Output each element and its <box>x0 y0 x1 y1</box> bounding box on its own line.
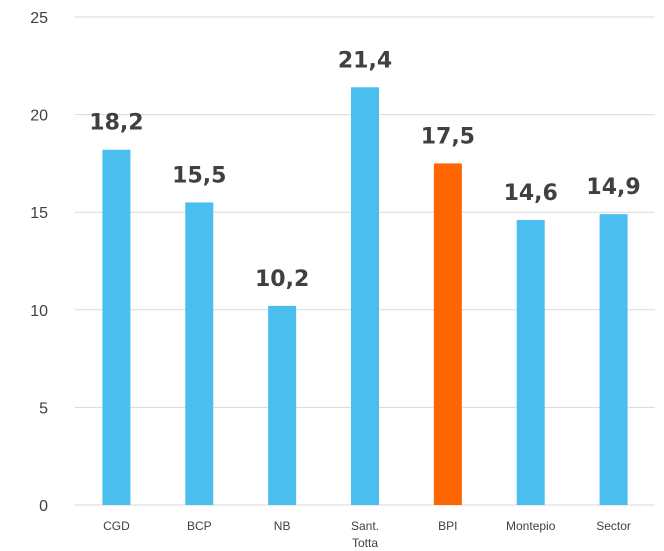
y-axis-ticks: 0 5 10 15 20 25 <box>30 10 48 515</box>
category-label-line: Montepio <box>506 519 556 533</box>
category-label-line: BPI <box>438 519 457 533</box>
category-label-line: NB <box>274 519 291 533</box>
bar-sant-totta <box>351 87 379 505</box>
x-axis-categories: CGD BCP NB Sant. Totta BPI Montepio Sector <box>103 519 631 550</box>
data-label: 10,2 <box>255 267 309 292</box>
y-tick-label: 15 <box>30 205 48 222</box>
data-label: 14,9 <box>586 175 640 200</box>
y-tick-label: 5 <box>39 400 48 417</box>
bar-bpi <box>433 163 462 505</box>
data-label: 18,2 <box>89 111 143 136</box>
category-label: CGD <box>103 519 130 533</box>
data-label: 17,5 <box>421 124 475 149</box>
data-label: 14,6 <box>504 181 558 206</box>
y-tick-label: 0 <box>39 498 48 515</box>
category-label-line: Sant. <box>351 519 379 533</box>
bar-nb <box>268 305 297 505</box>
category-label-line: BCP <box>187 519 212 533</box>
bar-montepio <box>516 220 545 505</box>
y-tick-label: 10 <box>30 303 48 320</box>
data-labels: 18,2 15,5 10,2 21,4 17,5 14,6 14,9 <box>89 48 640 292</box>
category-label: BPI <box>438 519 457 533</box>
category-label-line: CGD <box>103 519 130 533</box>
category-label: BCP <box>187 519 212 533</box>
category-label-line: Totta <box>352 536 378 550</box>
category-label: Sant. Totta <box>351 519 379 550</box>
y-tick-label: 20 <box>30 108 48 125</box>
category-label-line: Sector <box>596 519 631 533</box>
data-label: 15,5 <box>172 163 226 188</box>
category-label: Montepio <box>506 519 556 533</box>
bar-bcp <box>185 202 214 505</box>
bar-cgd <box>102 149 131 505</box>
bars <box>102 87 628 506</box>
bar-sector <box>599 214 628 506</box>
data-label: 21,4 <box>338 48 392 73</box>
category-label: NB <box>274 519 291 533</box>
category-label: Sector <box>596 519 631 533</box>
y-tick-label: 25 <box>30 10 48 27</box>
